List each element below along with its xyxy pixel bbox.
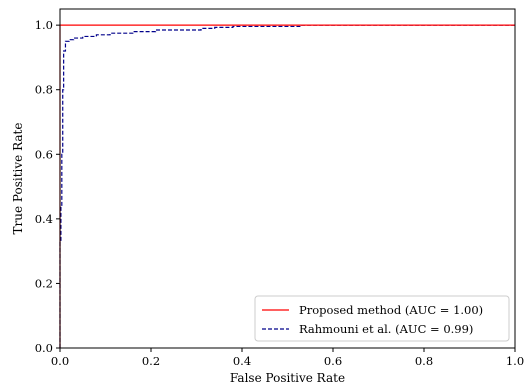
x-tick-label: 0.0	[51, 354, 69, 368]
axes-frame	[59, 8, 516, 349]
x-tick-label: 0.4	[233, 354, 251, 368]
legend-label-proposed: Proposed method (AUC = 1.00)	[299, 303, 483, 317]
x-tick-label: 1.0	[506, 354, 524, 368]
ticks: 0.0 0.2 0.4 0.6 0.8 1.0 0.0 0.2 0.4 0.6 0.8 1.0	[35, 18, 524, 368]
x-tick-label: 0.8	[415, 354, 433, 368]
y-tick-label: 0.0	[35, 341, 53, 355]
y-tick-label: 0.4	[35, 212, 53, 226]
legend-label-rahmouni: Rahmouni et al. (AUC = 0.99)	[299, 322, 473, 336]
x-tick-label: 0.6	[324, 354, 342, 368]
y-tick-label: 1.0	[35, 18, 53, 32]
y-tick-label: 0.2	[35, 276, 53, 290]
y-axis-label: True Positive Rate	[11, 123, 25, 235]
x-axis-label: False Positive Rate	[230, 371, 345, 385]
y-tick-label: 0.6	[35, 147, 53, 161]
y-tick-label: 0.8	[35, 83, 53, 97]
legend: Proposed method (AUC = 1.00) Rahmouni et…	[254, 295, 510, 342]
x-tick-label: 0.2	[142, 354, 160, 368]
series-line-rahmouni	[59, 24, 515, 348]
legend-box	[254, 295, 510, 342]
